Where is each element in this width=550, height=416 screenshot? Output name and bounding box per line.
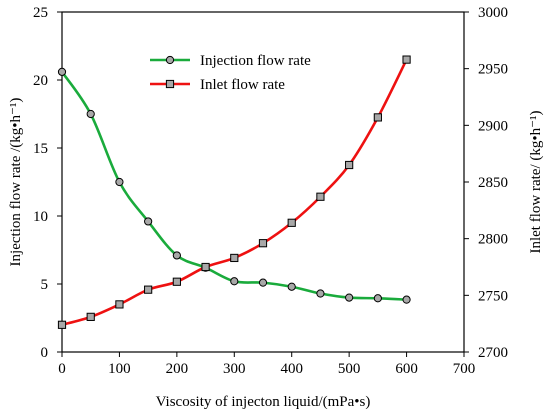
data-point-inlet [172,277,181,286]
data-point-inlet [402,55,411,64]
legend-label-inlet: Inlet flow rate [200,77,285,93]
right-y-tick-label: 2950 [478,62,508,78]
x-tick-label: 400 [280,361,303,377]
legend-label-injection: Injection flow rate [200,53,311,69]
x-axis-label: Viscosity of injecton liquid/(mPa•s) [156,394,371,410]
left-y-tick-label: 0 [41,345,49,361]
data-point-inlet [230,253,239,263]
data-point-inlet [287,218,296,227]
data-point-injection [402,295,411,304]
left-y-axis-label: Injection flow rate /(kg•h⁻¹) [8,98,24,267]
data-point-injection [115,177,124,187]
right-y-tick-label: 2900 [478,118,508,134]
data-point-injection [287,282,296,291]
data-point-inlet [345,160,354,170]
data-point-injection [258,278,268,287]
series-line-injection [60,71,407,301]
x-tick-label: 700 [453,361,476,377]
x-tick-label: 100 [108,361,131,377]
right-y-axis-label: Inlet flow rate/ (kg•h⁻¹) [528,110,544,253]
series-injection [57,67,411,304]
data-point-injection [86,109,95,119]
data-point-inlet [57,320,67,329]
x-tick-label: 0 [58,361,66,377]
data-point-injection [373,294,382,303]
left-y-axis-ticks: 0 5 10 15 20 25 [33,5,62,361]
data-point-inlet [258,239,268,248]
data-point-inlet [373,113,382,122]
x-tick-label: 200 [166,361,189,377]
legend: Injection flow rate Inlet flow rate [150,53,311,93]
legend-marker-injection [165,55,175,65]
legend-item-injection: Injection flow rate [150,53,311,69]
right-y-tick-label: 2800 [478,232,508,248]
data-point-injection [316,289,325,298]
data-point-injection [172,251,181,260]
data-point-inlet [316,192,325,201]
legend-item-inlet: Inlet flow rate [150,77,285,93]
right-y-tick-label: 2700 [478,345,508,361]
data-point-injection [144,217,153,226]
x-axis-ticks: 0 100 200 300 400 500 600 700 [58,352,475,377]
right-y-tick-label: 2750 [478,288,508,304]
legend-marker-inlet [165,79,175,89]
data-point-inlet [201,262,210,272]
right-y-axis-ticks: 2700 2750 2800 2850 2900 2950 3000 [464,5,508,361]
data-point-inlet [115,300,124,309]
left-y-tick-label: 15 [33,141,48,157]
data-point-inlet [144,285,153,294]
data-point-injection [345,293,354,302]
x-tick-label: 600 [395,361,418,377]
x-tick-label: 300 [223,361,246,377]
data-point-injection [230,277,239,286]
right-y-tick-label: 3000 [478,5,508,21]
data-point-inlet [86,312,95,321]
series-layer [57,55,411,329]
left-y-tick-label: 5 [41,277,49,293]
x-tick-label: 500 [338,361,361,377]
left-y-tick-label: 10 [33,209,48,225]
data-point-injection [57,67,67,76]
left-y-tick-label: 20 [33,73,48,89]
left-y-tick-label: 25 [33,5,48,21]
right-y-tick-label: 2850 [478,175,508,191]
series-inlet [57,55,411,329]
